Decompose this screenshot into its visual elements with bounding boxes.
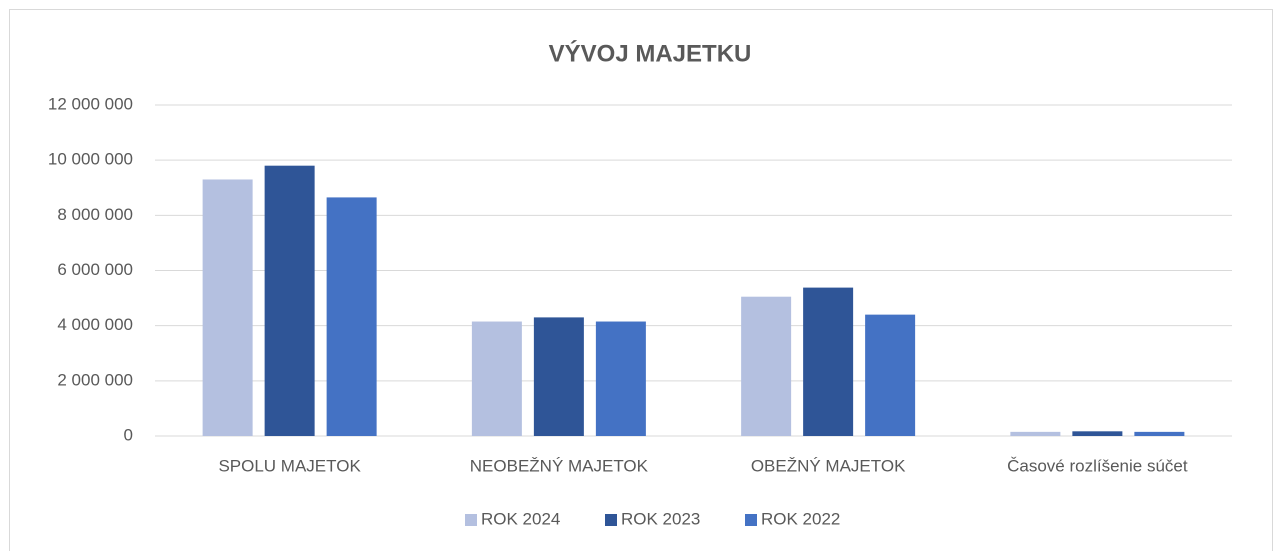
y-tick-label: 8 000 000 [57, 205, 133, 224]
bar [1010, 431, 1061, 436]
legend-label: ROK 2022 [761, 509, 840, 528]
bar [803, 287, 854, 436]
bar [202, 179, 253, 436]
y-tick-label: 0 [124, 425, 133, 444]
bar [1072, 431, 1123, 436]
legend-swatch [745, 514, 757, 526]
legend-label: ROK 2024 [481, 509, 560, 528]
bar [326, 197, 377, 436]
x-tick-label: SPOLU MAJETOK [218, 456, 361, 475]
bar [1134, 431, 1185, 436]
x-tick-label: Časové rozlíšenie súčet [1007, 456, 1188, 475]
bar [595, 321, 646, 436]
legend-label: ROK 2023 [621, 509, 700, 528]
x-tick-label: OBEŽNÝ MAJETOK [751, 456, 906, 475]
bar [741, 296, 792, 436]
bar [865, 314, 916, 436]
y-tick-label: 12 000 000 [48, 94, 133, 113]
y-tick-label: 6 000 000 [57, 260, 133, 279]
bar [533, 317, 584, 436]
legend-swatch [605, 514, 617, 526]
bar [471, 321, 522, 436]
y-tick-label: 4 000 000 [57, 315, 133, 334]
x-tick-label: NEOBEŽNÝ MAJETOK [470, 456, 649, 475]
y-tick-label: 10 000 000 [48, 150, 133, 169]
bar [264, 165, 315, 436]
y-tick-label: 2 000 000 [57, 370, 133, 389]
legend-swatch [465, 514, 477, 526]
chart-title: VÝVOJ MAJETKU [549, 39, 752, 67]
